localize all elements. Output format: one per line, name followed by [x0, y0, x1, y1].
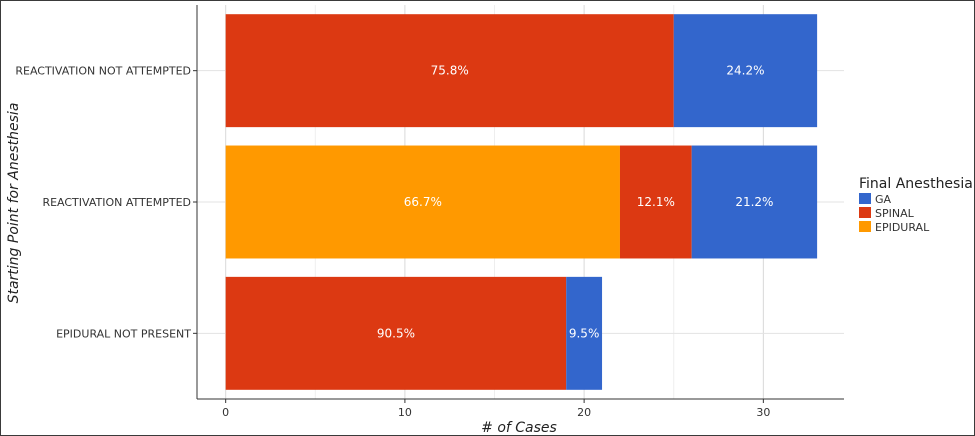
- bar-ga-epidural-not-present: [566, 276, 603, 390]
- bar-ga-reactivation-not-attempted: [673, 14, 818, 128]
- bar-label-epidural-reactivation-attempted: 66.7%: [404, 195, 442, 209]
- bar-spinal-epidural-not-present: [225, 276, 567, 390]
- legend-swatch-epidural: [859, 221, 871, 232]
- ticks-layer: 0 10 20 30: [222, 399, 770, 419]
- x-tick-label-10: 10: [398, 406, 412, 419]
- bars-layer: 75.8% 24.2% 66.7% 12.1% 21.2% 90.5% 9.5%: [225, 14, 818, 390]
- bar-label-ga-epidural-not-present: 9.5%: [569, 326, 600, 340]
- bar-label-spinal-epidural-not-present: 90.5%: [377, 326, 415, 340]
- legend-swatch-ga: [859, 193, 871, 204]
- bar-label-ga-reactivation-attempted: 21.2%: [735, 195, 773, 209]
- legend-title: Final Anesthesia: [859, 176, 973, 192]
- category-label-reactivation-not-attempted: REACTIVATION NOT ATTEMPTED: [15, 65, 191, 78]
- bar-label-spinal-reactivation-not-attempted: 75.8%: [431, 64, 469, 78]
- bar-label-ga-reactivation-not-attempted: 24.2%: [726, 64, 764, 78]
- legend-label-epidural: EPIDURAL: [875, 221, 930, 234]
- legend-label-spinal: SPINAL: [875, 207, 915, 220]
- bar-epidural-reactivation-attempted: [225, 145, 620, 259]
- legend-label-ga: GA: [875, 193, 892, 206]
- category-label-reactivation-attempted: REACTIVATION ATTEMPTED: [42, 196, 191, 209]
- bar-spinal-reactivation-attempted: [619, 145, 692, 259]
- bar-ga-reactivation-attempted: [691, 145, 818, 259]
- y-axis-title: Starting Point for Anesthesia: [6, 103, 22, 304]
- bar-label-spinal-reactivation-attempted: 12.1%: [637, 195, 675, 209]
- x-tick-label-20: 20: [577, 406, 591, 419]
- x-axis-title: # of Cases: [481, 420, 557, 435]
- bar-spinal-reactivation-not-attempted: [225, 14, 674, 128]
- category-labels: REACTIVATION NOT ATTEMPTED REACTIVATION A…: [15, 65, 197, 340]
- x-tick-label-30: 30: [756, 406, 770, 419]
- category-label-epidural-not-present: EPIDURAL NOT PRESENT: [56, 327, 191, 340]
- legend-swatch-spinal: [859, 207, 871, 218]
- x-tick-label-0: 0: [222, 406, 229, 419]
